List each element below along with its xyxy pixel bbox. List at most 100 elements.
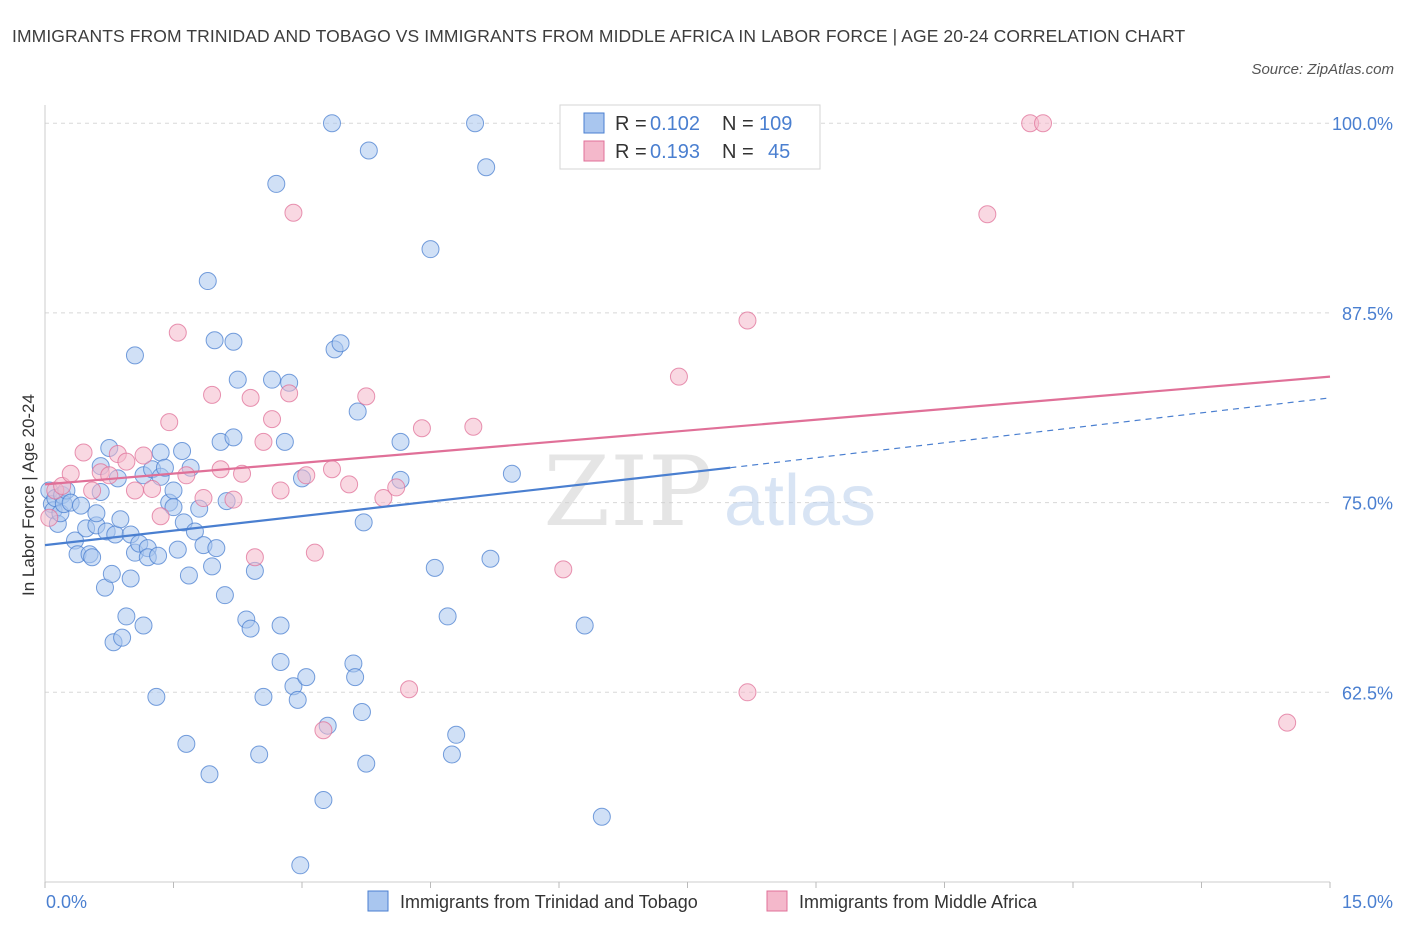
point-trinidad-74 <box>267 174 286 193</box>
point-middle-africa-15 <box>168 323 187 342</box>
point-trinidad-49 <box>173 442 192 461</box>
legend-r-label-2: R = <box>615 141 647 163</box>
chart-title: IMMIGRANTS FROM TRINIDAD AND TOBAGO VS I… <box>12 26 1186 46</box>
legend-n-value-1: 109 <box>759 113 792 135</box>
series-trinidad-points <box>40 114 611 875</box>
series-middle-africa-points <box>40 114 1297 740</box>
point-middle-africa-36 <box>387 478 406 497</box>
point-trinidad-103 <box>466 114 485 133</box>
point-trinidad-88 <box>331 334 350 353</box>
point-middle-africa-24 <box>254 432 273 451</box>
point-trinidad-99 <box>425 558 444 577</box>
point-trinidad-28 <box>113 628 132 647</box>
point-middle-africa-46 <box>1034 114 1053 133</box>
watermark: ZIP atlas <box>543 436 876 548</box>
grid-lines <box>45 122 1330 693</box>
point-trinidad-67 <box>228 370 247 389</box>
point-trinidad-36 <box>134 616 153 635</box>
legend-n-label-2: N = <box>722 141 754 163</box>
bottom-legend-swatch-blue <box>367 890 389 912</box>
point-middle-africa-0 <box>40 508 59 527</box>
point-trinidad-23 <box>102 564 121 583</box>
point-trinidad-47 <box>164 498 183 517</box>
point-trinidad-102 <box>447 725 466 744</box>
point-middle-africa-39 <box>464 417 483 436</box>
point-trinidad-17 <box>87 504 106 523</box>
point-middle-africa-32 <box>322 460 341 479</box>
y-tick-label-2: 75.0% <box>1342 494 1393 514</box>
point-middle-africa-29 <box>297 466 316 485</box>
legend-r-label-1: R = <box>615 113 647 135</box>
point-middle-africa-33 <box>340 475 359 494</box>
point-middle-africa-21 <box>233 464 252 483</box>
point-trinidad-95 <box>359 141 378 160</box>
point-middle-africa-44 <box>978 205 997 224</box>
point-trinidad-27 <box>111 510 130 529</box>
trend-line-trinidad <box>44 466 731 547</box>
point-trinidad-104 <box>477 158 496 177</box>
point-trinidad-40 <box>147 687 166 706</box>
point-trinidad-46 <box>164 481 183 500</box>
point-trinidad-59 <box>203 557 222 576</box>
y-tick-labels: 100.0% 87.5% 75.0% 62.5% <box>1332 114 1393 703</box>
legend-n-label-1: N = <box>722 113 754 135</box>
point-trinidad-48 <box>168 540 187 559</box>
bottom-legend-label-blue: Immigrants from Trinidad and Tobago <box>400 892 698 912</box>
legend-swatch-pink <box>583 140 605 162</box>
point-trinidad-43 <box>151 443 170 462</box>
point-middle-africa-34 <box>357 387 376 406</box>
point-middle-africa-31 <box>314 721 333 740</box>
point-trinidad-25 <box>106 525 125 544</box>
legend-swatch-blue <box>583 112 605 134</box>
point-trinidad-98 <box>421 240 440 259</box>
point-middle-africa-30 <box>305 543 324 562</box>
point-trinidad-108 <box>592 807 611 826</box>
point-middle-africa-11 <box>134 446 153 465</box>
point-trinidad-107 <box>575 616 594 635</box>
point-middle-africa-28 <box>284 203 303 222</box>
point-middle-africa-25 <box>263 410 282 429</box>
point-trinidad-33 <box>125 346 144 365</box>
stats-legend: R = 0.102 N = 109 R = 0.193 N = 45 <box>559 104 821 170</box>
point-middle-africa-41 <box>669 367 688 386</box>
point-middle-africa-38 <box>412 419 431 438</box>
point-middle-africa-27 <box>280 384 299 403</box>
point-middle-africa-22 <box>241 388 260 407</box>
point-trinidad-41 <box>149 546 168 565</box>
point-middle-africa-26 <box>271 481 290 500</box>
series-legend: Immigrants from Trinidad and Tobago Immi… <box>367 890 1038 912</box>
y-axis-label: In Labor Force | Age 20-24 <box>19 394 38 596</box>
y-tick-label-1: 87.5% <box>1342 304 1393 324</box>
bottom-legend-swatch-pink <box>766 890 788 912</box>
point-trinidad-65 <box>224 332 243 351</box>
point-trinidad-66 <box>224 428 243 447</box>
point-trinidad-75 <box>271 652 290 671</box>
point-trinidad-94 <box>357 754 376 773</box>
point-trinidad-91 <box>348 402 367 421</box>
point-trinidad-72 <box>254 687 273 706</box>
point-trinidad-83 <box>297 668 316 687</box>
x-tick-min: 0.0% <box>46 892 87 912</box>
watermark-zip: ZIP <box>543 436 712 548</box>
point-middle-africa-20 <box>224 490 243 509</box>
x-tick-labels: 0.0% 15.0% <box>46 892 1393 912</box>
x-tick-max: 15.0% <box>1342 892 1393 912</box>
point-trinidad-73 <box>263 370 282 389</box>
point-trinidad-77 <box>275 432 294 451</box>
point-trinidad-63 <box>215 586 234 605</box>
point-trinidad-106 <box>502 464 521 483</box>
trend-line-trinidad-extension <box>730 397 1331 469</box>
trend-line-middle-africa <box>44 375 1331 486</box>
point-trinidad-60 <box>205 331 224 350</box>
legend-r-value-2: 0.193 <box>650 141 700 163</box>
point-middle-africa-40 <box>554 560 573 579</box>
bottom-legend-label-pink: Immigrants from Middle Africa <box>799 892 1038 912</box>
point-trinidad-93 <box>354 513 373 532</box>
point-trinidad-80 <box>288 690 307 709</box>
point-trinidad-100 <box>438 607 457 626</box>
point-middle-africa-5 <box>83 481 102 500</box>
y-tick-label-0: 100.0% <box>1332 114 1393 134</box>
point-middle-africa-3 <box>61 464 80 483</box>
point-trinidad-90 <box>346 668 365 687</box>
point-trinidad-29 <box>117 607 136 626</box>
